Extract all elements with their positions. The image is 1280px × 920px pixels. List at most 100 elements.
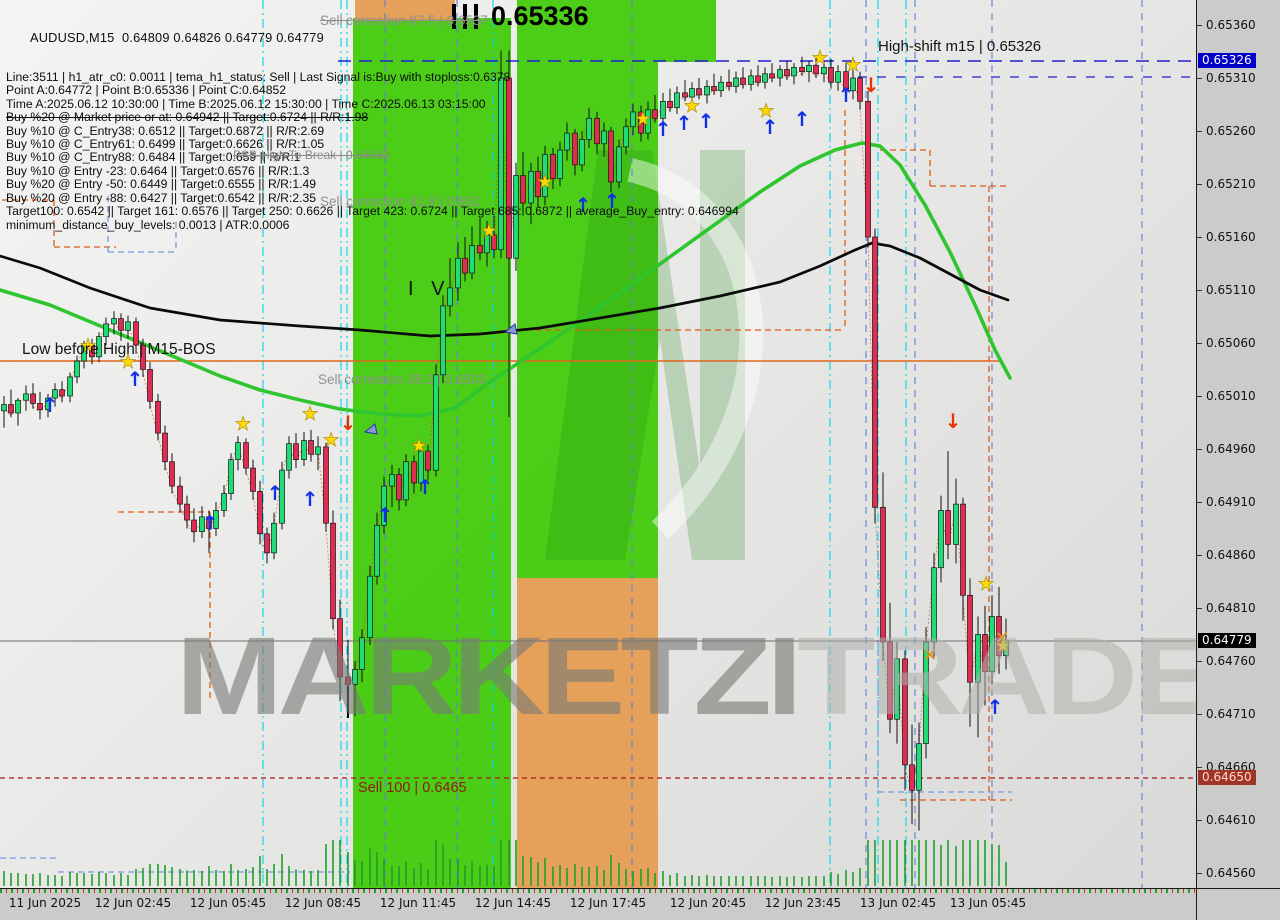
candle-up[interactable] (199, 516, 205, 533)
candle-down[interactable] (535, 170, 541, 198)
candle-down[interactable] (711, 86, 717, 92)
candle-up[interactable] (1, 404, 7, 412)
candle-up[interactable] (352, 669, 358, 685)
candle-down[interactable] (667, 100, 673, 109)
candle-up[interactable] (616, 146, 622, 183)
candle-down[interactable] (857, 77, 863, 102)
candle-up[interactable] (821, 67, 827, 75)
candle-up[interactable] (938, 510, 944, 569)
candle-up[interactable] (528, 170, 534, 204)
candle-down[interactable] (594, 117, 600, 145)
candle-up[interactable] (374, 524, 380, 577)
candle-up[interactable] (689, 88, 695, 98)
candle-down[interactable] (696, 88, 702, 96)
candle-up[interactable] (894, 658, 900, 720)
candle-up[interactable] (111, 318, 117, 325)
candlestick-chart-canvas[interactable]: ★★★ ★★ ★★★★★ ★★ ★★★↑↑↑↑ ↑↑↑↑ ↑↑ ↑ ↑ ↑ ↑↑↑↓↓↓×× (0, 0, 1196, 888)
candle-up[interactable] (81, 344, 87, 362)
candle-up[interactable] (989, 616, 995, 672)
time-axis[interactable]: 11 Jun 2025 12 Jun 02:45 12 Jun 05:45 12 Ju… (0, 889, 1280, 920)
candle-down[interactable] (880, 506, 886, 643)
candle-up[interactable] (564, 132, 570, 151)
candle-down[interactable] (147, 369, 153, 402)
candle-up[interactable] (586, 117, 592, 140)
candle-up[interactable] (623, 126, 629, 148)
candle-up[interactable] (1003, 640, 1009, 657)
candle-down[interactable] (909, 764, 915, 791)
candle-up[interactable] (23, 393, 29, 401)
candle-down[interactable] (37, 403, 43, 411)
candle-down[interactable] (506, 77, 512, 259)
candle-up[interactable] (718, 81, 724, 92)
candle-down[interactable] (264, 533, 270, 554)
candle-up[interactable] (52, 389, 58, 399)
candle-up[interactable] (228, 459, 234, 494)
candle-down[interactable] (887, 641, 893, 720)
candle-down[interactable] (865, 100, 871, 238)
candle-down[interactable] (462, 257, 468, 274)
candle-down[interactable] (682, 92, 688, 98)
chart-plot-area[interactable]: ★ ★ ★ ★ ★ ★ ★ ★ ★ ★ ★ ★ ★ ★ ★ ↑ ↑ ↑ ↑ ↑ ↑ ↑ ↑ ↑ ↑ ↑ ↑ ↑ ↑ ↑ ↑ ↓ ↓ ↓ × × MAR… (0, 0, 1218, 888)
candle-down[interactable] (982, 634, 988, 672)
candle-up[interactable] (601, 130, 607, 145)
candle-down[interactable] (960, 503, 966, 596)
candle-up[interactable] (674, 92, 680, 109)
candle-down[interactable] (550, 153, 556, 180)
candle-down[interactable] (967, 594, 973, 683)
candle-up[interactable] (806, 64, 812, 72)
candle-up[interactable] (916, 743, 922, 791)
candle-up[interactable] (389, 474, 395, 487)
candle-down[interactable] (191, 519, 197, 533)
candle-down[interactable] (996, 616, 1002, 657)
candle-down[interactable] (337, 618, 343, 678)
candle-up[interactable] (96, 336, 102, 358)
candle-up[interactable] (359, 637, 365, 670)
candle-down[interactable] (425, 450, 431, 471)
candle-up[interactable] (923, 641, 929, 745)
candle-down[interactable] (828, 67, 834, 83)
candle-down[interactable] (477, 245, 483, 254)
candle-down[interactable] (652, 109, 658, 119)
candle-down[interactable] (902, 658, 908, 766)
candle-up[interactable] (455, 257, 461, 289)
candle-up[interactable] (221, 493, 227, 511)
candle-down[interactable] (520, 175, 526, 204)
candle-up[interactable] (381, 485, 387, 526)
candle-up[interactable] (301, 440, 307, 460)
candle-down[interactable] (769, 73, 775, 79)
candle-up[interactable] (45, 397, 51, 411)
candle-up[interactable] (213, 510, 219, 529)
price-axis[interactable]: 0.65360 0.65310 0.65260 0.65210 0.65160 0.651… (1197, 0, 1280, 888)
candle-up[interactable] (498, 77, 504, 251)
candle-down[interactable] (162, 432, 168, 463)
candle-down[interactable] (89, 344, 95, 358)
candle-down[interactable] (30, 393, 36, 404)
candle-up[interactable] (418, 450, 424, 484)
candle-up[interactable] (235, 442, 241, 460)
candle-up[interactable] (315, 446, 321, 455)
candle-up[interactable] (542, 153, 548, 198)
candle-up[interactable] (513, 175, 519, 259)
candle-up[interactable] (791, 67, 797, 77)
candle-down[interactable] (608, 130, 614, 183)
candle-up[interactable] (279, 469, 285, 524)
candle-up[interactable] (733, 77, 739, 87)
candle-down[interactable] (872, 236, 878, 508)
candle-down[interactable] (243, 442, 249, 469)
candle-up[interactable] (931, 567, 937, 643)
candle-down[interactable] (169, 461, 175, 487)
candle-up[interactable] (286, 443, 292, 471)
candle-up[interactable] (125, 321, 131, 331)
candle-up[interactable] (447, 287, 453, 307)
candle-down[interactable] (323, 446, 329, 524)
candle-up[interactable] (271, 522, 277, 554)
candle-up[interactable] (777, 69, 783, 79)
candle-up[interactable] (403, 461, 409, 501)
candle-down[interactable] (250, 467, 256, 492)
candle-down[interactable] (257, 491, 263, 535)
candle-up[interactable] (630, 111, 636, 128)
candle-down[interactable] (755, 75, 761, 83)
candle-up[interactable] (557, 149, 563, 180)
candle-up[interactable] (953, 503, 959, 545)
candle-down[interactable] (740, 77, 746, 85)
